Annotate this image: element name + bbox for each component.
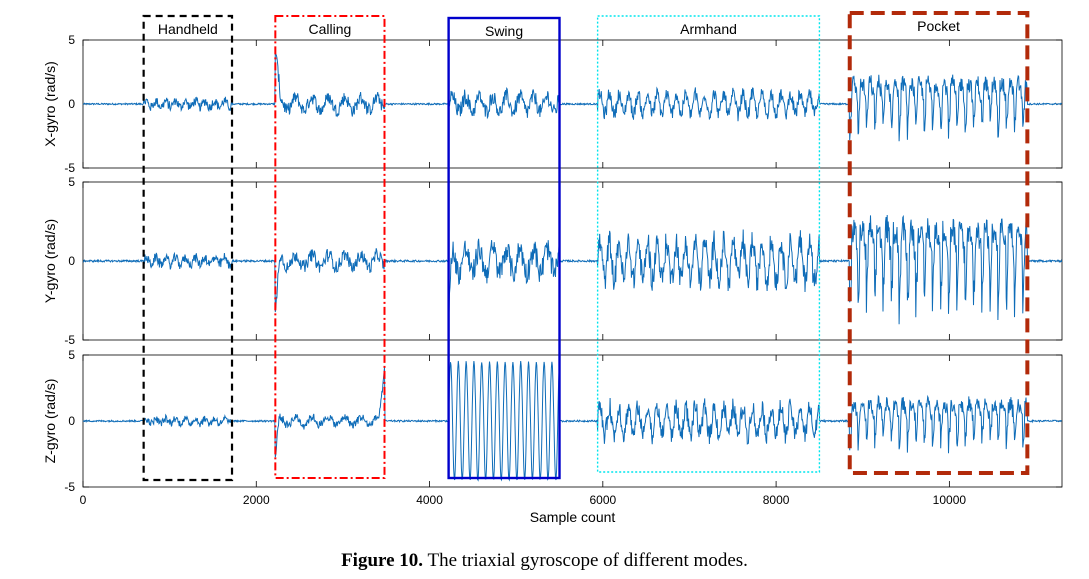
gyroscope-figure: -5 0 5 X-gyro (rad/s) -5 0 5 Y-gyro (rad/s) -5 0 5… bbox=[42, 11, 1063, 525]
y-tick-label: 0 bbox=[68, 97, 75, 111]
y-axis-label-z: Z-gyro (rad/s) bbox=[42, 379, 58, 464]
y-tick-label: 5 bbox=[68, 175, 75, 189]
y-tick-label: -5 bbox=[64, 333, 75, 347]
series-line-y-gyro bbox=[82, 214, 1063, 325]
mode-box-calling bbox=[274, 15, 386, 479]
y-axis-label-y: Y-gyro (rad/s) bbox=[42, 219, 58, 303]
y-tick-label: 0 bbox=[68, 414, 75, 428]
x-axis-label: Sample count bbox=[530, 509, 616, 525]
x-tick-label: 2000 bbox=[243, 493, 270, 507]
x-tick-label: 0 bbox=[80, 493, 87, 507]
y-axis-label-x: X-gyro (rad/s) bbox=[42, 61, 58, 147]
caption-label: Figure 10. bbox=[341, 550, 424, 571]
mode-box-pocket bbox=[847, 11, 1030, 475]
figure-caption: Figure 10. The triaxial gyroscope of dif… bbox=[0, 550, 1089, 572]
y-tick-label: 0 bbox=[68, 254, 75, 268]
y-tick-label: -5 bbox=[64, 161, 75, 175]
y-tick-label: -5 bbox=[64, 480, 75, 494]
mode-box-armhand bbox=[596, 15, 821, 473]
y-tick-label: 5 bbox=[68, 33, 75, 47]
caption-text: The triaxial gyroscope of different mode… bbox=[423, 550, 748, 571]
series-line-x-gyro bbox=[82, 51, 1063, 142]
x-tick-label: 8000 bbox=[763, 493, 790, 507]
mode-label-handheld: Handheld bbox=[158, 21, 218, 37]
mode-label-pocket: Pocket bbox=[917, 18, 960, 34]
series-line-z-gyro bbox=[82, 360, 1062, 482]
mode-box-swing bbox=[447, 16, 561, 480]
x-tick-label: 6000 bbox=[589, 493, 616, 507]
x-tick-label: 4000 bbox=[416, 493, 443, 507]
mode-label-swing: Swing bbox=[485, 23, 523, 39]
mode-label-calling: Calling bbox=[309, 21, 352, 37]
mode-label-armhand: Armhand bbox=[680, 21, 737, 37]
x-tick-label: 10000 bbox=[933, 493, 967, 507]
y-tick-label: 5 bbox=[68, 348, 75, 362]
